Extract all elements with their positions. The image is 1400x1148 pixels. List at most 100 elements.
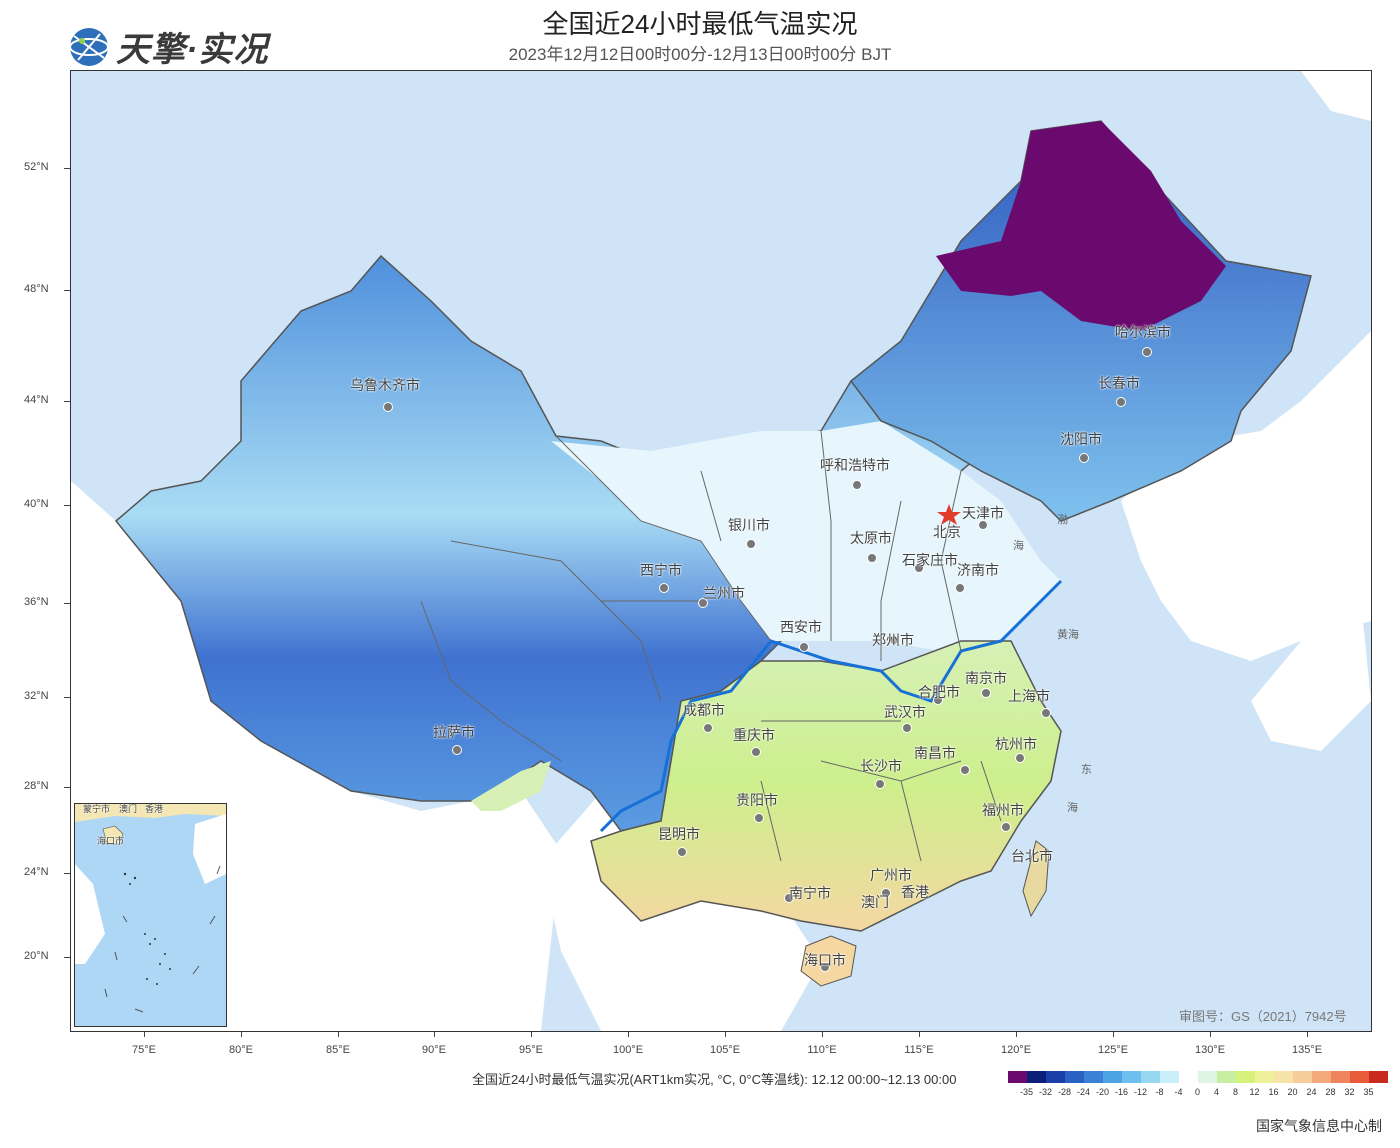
inset-label: 蒙宁市 [83, 804, 111, 814]
legend-label: 4 [1213, 1087, 1219, 1097]
legend-swatch [1103, 1071, 1122, 1083]
lat-tick-mark [64, 290, 70, 291]
lat-tick-mark [64, 168, 70, 169]
city-label-harbin: 哈尔滨市 [1115, 324, 1171, 340]
city-dot [875, 779, 885, 789]
lat-tick: 48°N [24, 283, 49, 295]
legend-label: 16 [1268, 1087, 1279, 1097]
city-dot [659, 583, 669, 593]
city-dot [978, 520, 988, 530]
city-dot [746, 539, 756, 549]
city-label-hangzhou: 杭州市 [995, 736, 1037, 752]
legend-swatch [1084, 1071, 1103, 1083]
legend-swatch [1046, 1071, 1065, 1083]
city-dot [914, 563, 924, 573]
legend-swatch [1217, 1071, 1236, 1083]
sea-label: 东 [1081, 764, 1092, 776]
legend-swatch [1027, 1071, 1046, 1083]
legend-label: 0 [1194, 1087, 1200, 1097]
city-label-hongkong: 香港 [901, 884, 929, 900]
city-label-yinchuan: 银川市 [728, 517, 770, 533]
legend-swatch [1274, 1071, 1293, 1083]
city-label-shijiazhuang: 石家庄市 [902, 552, 958, 568]
city-label-beijing: 北京 [933, 524, 961, 540]
city-dot [955, 583, 965, 593]
city-label-nanjing: 南京市 [965, 670, 1007, 686]
lon-tick: 135°E [1291, 1044, 1323, 1056]
city-label-guiyang: 贵阳市 [736, 792, 778, 808]
legend-label: 28 [1325, 1087, 1336, 1097]
lon-tick-mark [1113, 1031, 1114, 1037]
legend-swatch [1122, 1071, 1141, 1083]
city-label-hefei: 合肥市 [918, 684, 960, 700]
city-label-jinan: 济南市 [957, 562, 999, 578]
city-dot [902, 723, 912, 733]
lon-tick: 100°E [612, 1044, 644, 1056]
city-label-shenyang: 沈阳市 [1060, 431, 1102, 447]
legend-label: -12 [1133, 1087, 1147, 1097]
city-dot [867, 553, 877, 563]
lon-tick: 105°E [709, 1044, 741, 1056]
city-dot [960, 765, 970, 775]
legend-swatch [1331, 1071, 1350, 1083]
legend-swatch [1160, 1071, 1179, 1083]
lat-tick-mark [64, 957, 70, 958]
lat-tick: 24°N [24, 866, 49, 878]
legend-swatch [1141, 1071, 1160, 1083]
city-dot [698, 598, 708, 608]
south-china-sea-inset[interactable]: 蒙宁市 澳门 香港 海口市 [74, 803, 227, 1027]
lon-tick: 95°E [519, 1044, 543, 1056]
map-approval-number: 审图号：GS（2021）7942号 [1179, 1009, 1347, 1024]
lon-tick-mark [725, 1031, 726, 1037]
city-dot [452, 745, 462, 755]
lon-tick: 120°E [1000, 1044, 1032, 1056]
city-dot [1142, 347, 1152, 357]
city-dot [1041, 708, 1051, 718]
lon-tick-mark [1307, 1031, 1308, 1037]
city-dot [799, 642, 809, 652]
legend-swatch [1065, 1071, 1084, 1083]
lat-tick-mark [64, 505, 70, 506]
legend-label: -20 [1095, 1087, 1109, 1097]
lat-tick-mark [64, 787, 70, 788]
city-dot [1015, 753, 1025, 763]
lat-tick: 28°N [24, 780, 49, 792]
lon-tick: 125°E [1097, 1044, 1129, 1056]
temperature-map[interactable]: 渤 海 黄海 东 海 审图号：GS（2021）7942号 [70, 70, 1372, 1032]
lon-tick: 115°E [904, 1044, 934, 1056]
sea-label: 海 [1067, 802, 1078, 814]
lat-tick: 32°N [24, 690, 49, 702]
city-label-macau: 澳门 [861, 894, 889, 910]
lat-tick: 40°N [24, 498, 49, 510]
sea-label: 黄海 [1057, 629, 1079, 641]
inset-label: 香港 [145, 804, 164, 814]
lat-tick: 20°N [24, 950, 49, 962]
city-label-chongqing: 重庆市 [733, 727, 775, 743]
legend-color-bar [1008, 1071, 1388, 1083]
city-dot [383, 402, 393, 412]
city-label-fuzhou: 福州市 [982, 802, 1024, 818]
lat-tick: 44°N [24, 394, 49, 406]
city-dot [1116, 397, 1126, 407]
logo-text: 天擎·实况 [116, 31, 269, 69]
legend-label: 12 [1249, 1087, 1260, 1097]
lon-tick-mark [919, 1031, 920, 1037]
legend-swatch [1350, 1071, 1369, 1083]
city-label-wuhan: 武汉市 [884, 704, 926, 720]
legend-swatch [1008, 1071, 1027, 1083]
city-label-changchun: 长春市 [1098, 375, 1140, 391]
legend-label: -28 [1057, 1087, 1071, 1097]
legend-label: -16 [1114, 1087, 1128, 1097]
city-dot [852, 480, 862, 490]
lon-tick-mark [1210, 1031, 1211, 1037]
city-label-zhengzhou: 郑州市 [872, 632, 914, 648]
city-dot [981, 688, 991, 698]
lon-tick-mark [241, 1031, 242, 1037]
city-dot [703, 723, 713, 733]
city-label-taipei: 台北市 [1011, 848, 1053, 864]
lat-tick-mark [64, 401, 70, 402]
legend-label: -32 [1038, 1087, 1052, 1097]
lon-tick: 80°E [229, 1044, 253, 1056]
city-label-tianjin: 天津市 [962, 505, 1004, 521]
city-dot [784, 893, 794, 903]
